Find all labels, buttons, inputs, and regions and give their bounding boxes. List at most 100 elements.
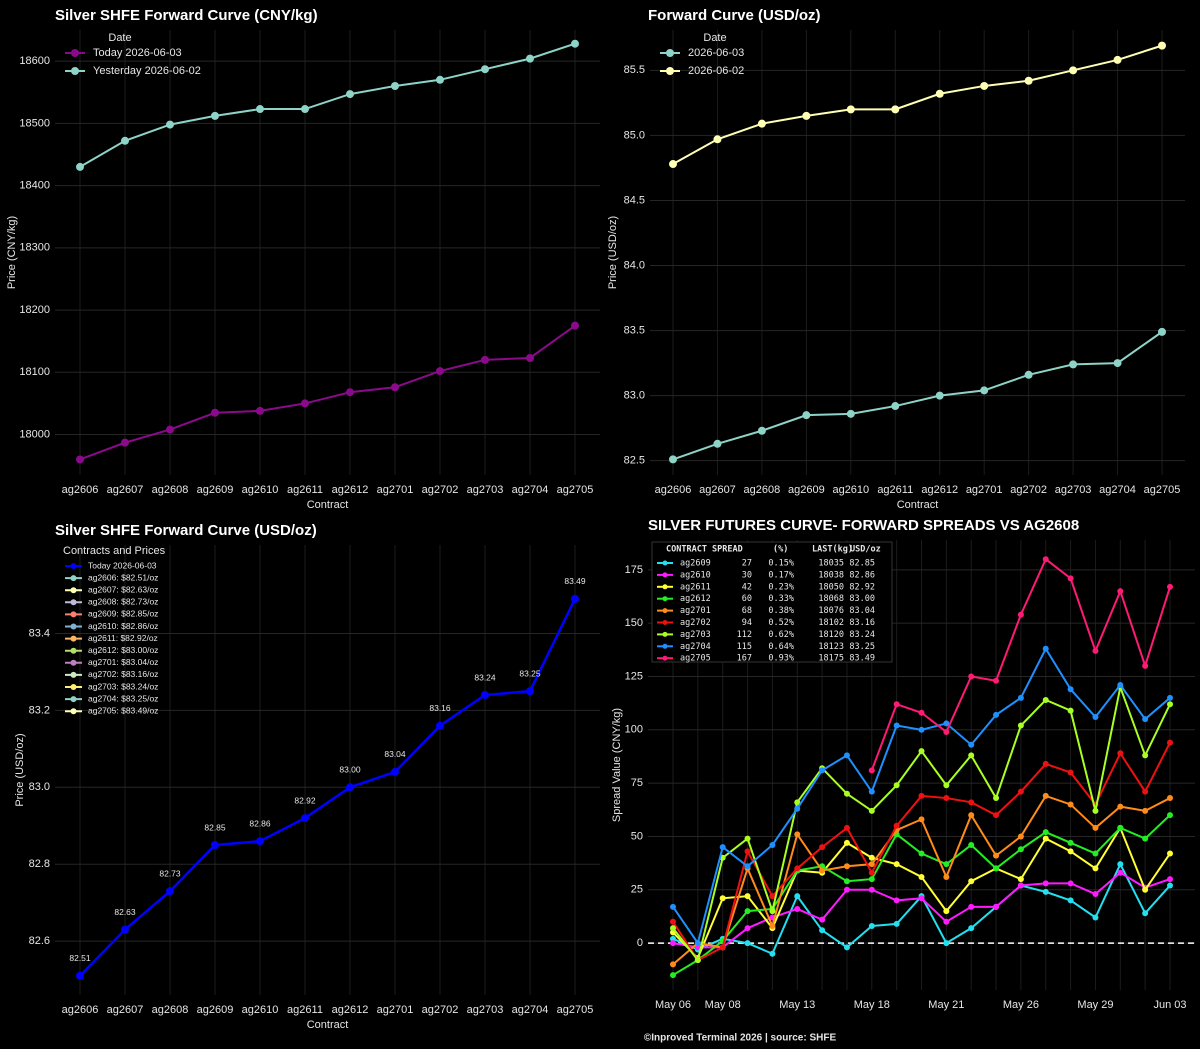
data-point (893, 920, 900, 927)
x-tick-label: May 06 (655, 999, 691, 1011)
legend-pct: 0.15% (768, 559, 794, 569)
data-point (1092, 850, 1099, 857)
y-tick-label: 83.5 (624, 324, 645, 336)
legend-marker (70, 599, 77, 606)
data-point (794, 905, 801, 912)
data-point (1067, 686, 1074, 693)
data-point (1092, 807, 1099, 814)
legend-marker (70, 563, 77, 569)
legend-last: 18068 (818, 594, 844, 604)
data-point (980, 386, 989, 395)
data-point (713, 135, 722, 144)
legend-header: SPREAD (712, 545, 743, 555)
data-point (918, 748, 925, 755)
x-tick-label: ag2609 (197, 484, 234, 496)
data-point (391, 383, 399, 392)
data-point (1042, 556, 1049, 563)
legend-spread: 94 (742, 618, 752, 628)
legend-usd: 83.00 (849, 594, 875, 604)
data-point (918, 850, 925, 857)
value-label: 82.63 (114, 907, 136, 917)
data-point (76, 971, 84, 980)
data-point (1067, 801, 1074, 808)
data-point (1167, 694, 1173, 701)
x-tick-label: ag2608 (152, 484, 189, 496)
data-point (893, 701, 900, 708)
x-axis-title: Contract (897, 499, 939, 511)
data-point (769, 923, 776, 930)
data-point (744, 925, 751, 932)
data-point (843, 824, 850, 831)
data-point (744, 863, 751, 870)
data-point (868, 788, 875, 795)
data-point (1024, 370, 1033, 379)
legend-spread: 42 (742, 582, 752, 592)
legend-marker (70, 587, 77, 594)
data-point (943, 795, 950, 802)
x-tick-label: May 08 (705, 999, 741, 1011)
legend-last: 18120 (818, 630, 844, 640)
legend-marker (70, 611, 77, 618)
legend-marker (70, 708, 77, 715)
data-point (481, 355, 489, 364)
x-tick-label: ag2612 (921, 484, 958, 496)
data-point (843, 863, 850, 870)
data-point (526, 54, 534, 63)
data-point (211, 841, 219, 849)
data-point (1142, 835, 1149, 842)
data-point (1042, 829, 1049, 836)
y-tick-label: 175 (625, 564, 643, 576)
value-label: 82.92 (294, 795, 316, 805)
data-point (436, 721, 444, 730)
data-point (1067, 848, 1074, 855)
data-point (1069, 360, 1078, 369)
legend-marker (70, 635, 77, 642)
data-point (1142, 807, 1149, 814)
data-point (868, 807, 875, 814)
data-point (968, 812, 975, 819)
data-point (1142, 788, 1149, 795)
data-point (670, 972, 676, 979)
data-point (1042, 645, 1049, 652)
y-tick-label: 18100 (19, 366, 50, 378)
data-point (943, 861, 950, 868)
data-point (993, 677, 1000, 684)
legend-last: 18175 (818, 654, 844, 664)
legend-marker (70, 647, 77, 654)
data-point (1142, 910, 1149, 917)
data-point (918, 726, 925, 733)
data-point (1017, 611, 1024, 618)
data-point (1167, 795, 1173, 802)
data-point (670, 940, 676, 947)
data-point (1067, 839, 1074, 846)
legend-marker (666, 67, 674, 75)
legend-marker (662, 655, 668, 661)
data-point (1069, 66, 1078, 75)
legend-marker (71, 49, 79, 57)
x-tick-label: ag2703 (467, 1004, 504, 1016)
data-point (893, 822, 900, 829)
legend-spread: 167 (737, 654, 752, 664)
legend-label: ag2611: $82.92/oz (88, 633, 158, 643)
y-tick-label: 84.0 (624, 259, 645, 271)
x-tick-label: ag2705 (557, 1004, 594, 1016)
data-point (1142, 716, 1149, 723)
data-point (1067, 897, 1074, 904)
legend-label: ag2704: $83.25/oz (88, 693, 158, 703)
x-tick-label: ag2703 (467, 484, 504, 496)
data-point (968, 741, 975, 748)
data-point (819, 867, 826, 874)
data-point (843, 878, 850, 885)
data-point (993, 711, 1000, 718)
series-line (79, 42, 576, 168)
data-point (868, 767, 875, 774)
value-label: 83.04 (384, 749, 406, 759)
legend-usd: 83.25 (849, 642, 875, 652)
value-label: 82.51 (69, 953, 91, 963)
data-point (1042, 835, 1049, 842)
x-tick-label: ag2609 (197, 1004, 234, 1016)
data-point (1092, 824, 1099, 831)
data-point (669, 455, 677, 464)
data-point (1017, 846, 1024, 853)
data-point (571, 321, 579, 330)
